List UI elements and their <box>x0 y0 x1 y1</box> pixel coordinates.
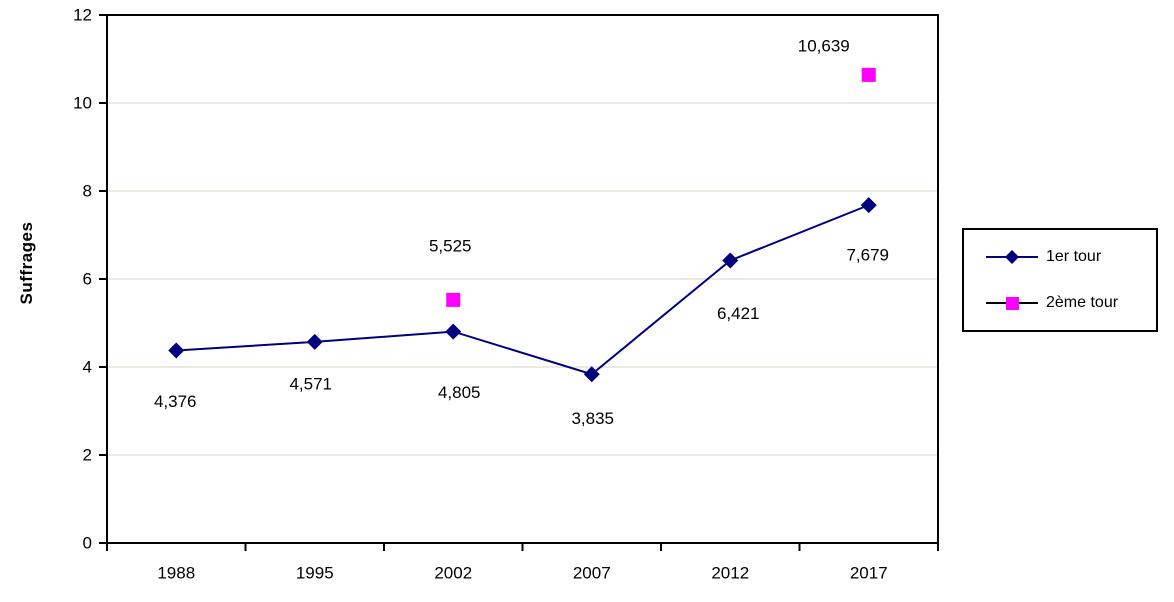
legend-entry-2eme-tour: 2ème tour <box>985 294 1156 312</box>
data-label: 4,805 <box>438 383 481 402</box>
x-tick-label: 2017 <box>850 564 888 583</box>
legend-label-2eme-tour: 2ème tour <box>1046 294 1119 311</box>
y-tick-label: 0 <box>83 534 92 553</box>
series-line <box>176 204 870 376</box>
legend-entry-1er-tour: 1er tour <box>985 248 1156 266</box>
y-tick-label: 10 <box>73 94 92 113</box>
legend: 1er tour 2ème tour <box>962 228 1158 332</box>
data-point <box>168 342 185 359</box>
legend-marker-1er-tour-icon <box>986 250 1038 264</box>
y-tick-label: 2 <box>83 446 92 465</box>
x-tick-label: 2012 <box>711 564 749 583</box>
data-label: 6,421 <box>717 304 760 323</box>
y-tick-label: 8 <box>83 182 92 201</box>
data-point <box>722 252 739 269</box>
x-tick-label: 1995 <box>296 564 334 583</box>
x-tick-label: 2007 <box>573 564 611 583</box>
data-label: 4,571 <box>289 374 332 393</box>
data-point <box>306 333 323 350</box>
data-point <box>860 197 877 214</box>
data-point <box>583 366 600 383</box>
data-point <box>446 292 461 307</box>
data-label: 5,525 <box>429 236 472 255</box>
data-label: 7,679 <box>846 246 889 265</box>
y-axis-title: Suffrages <box>17 221 36 305</box>
legend-marker-2eme-tour-icon <box>986 297 1038 310</box>
legend-label-1er-tour: 1er tour <box>1046 248 1102 265</box>
data-point <box>445 323 462 340</box>
y-tick-label: 6 <box>83 270 92 289</box>
x-tick-label: 2002 <box>434 564 472 583</box>
data-label: 4,376 <box>154 392 197 411</box>
data-label: 10,639 <box>798 36 850 55</box>
data-label: 3,835 <box>571 409 614 428</box>
x-tick-label: 1988 <box>157 564 195 583</box>
y-tick-label: 4 <box>83 358 92 377</box>
data-point <box>861 67 876 82</box>
y-tick-label: 12 <box>73 6 92 25</box>
